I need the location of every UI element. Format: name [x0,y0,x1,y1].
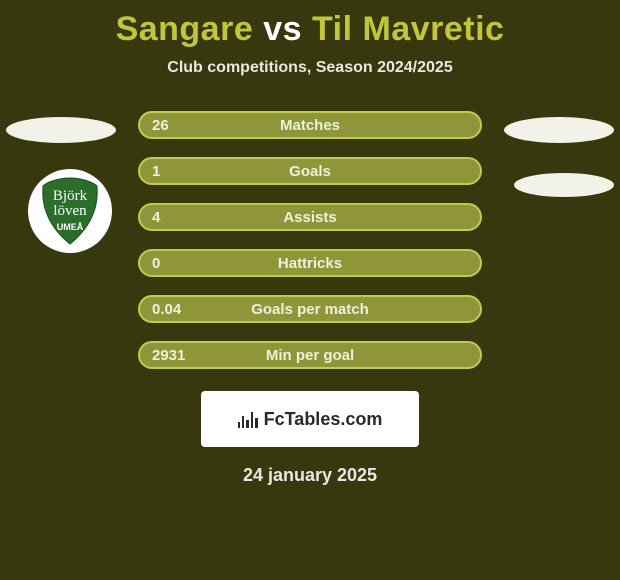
stat-value: 2931 [152,347,185,364]
player2-placeholder-oval-1 [504,117,614,143]
stat-value: 0 [152,255,160,272]
badge-text-bot: UMEÅ [57,222,84,232]
stat-value: 1 [152,163,160,180]
stat-label: Min per goal [140,347,480,364]
brand-badge: FcTables.com [201,391,419,447]
stat-label: Assists [140,209,480,226]
player2-placeholder-oval-2 [514,173,614,197]
stat-value: 0.04 [152,301,181,318]
badge-text-top: Björk [53,188,88,204]
brand-text: FcTables.com [264,409,383,430]
player2-name: Til Mavretic [312,10,504,48]
brand-bars-icon [238,410,258,428]
title-row: Sangare vs Til Mavretic [0,0,620,49]
stat-label: Hattricks [140,255,480,272]
stat-label: Matches [140,117,480,134]
stat-row-matches: 26 Matches [138,111,482,139]
stat-row-goals: 1 Goals [138,157,482,185]
subtitle: Club competitions, Season 2024/2025 [0,59,620,77]
club-badge: Björk löven UMEÅ [28,169,112,253]
stat-row-min-per-goal: 2931 Min per goal [138,341,482,369]
player1-placeholder-oval [6,117,116,143]
stat-row-assists: 4 Assists [138,203,482,231]
stat-row-goals-per-match: 0.04 Goals per match [138,295,482,323]
stat-value: 26 [152,117,169,134]
page-title: Sangare vs Til Mavretic [0,10,620,49]
badge-text-mid: löven [53,203,87,219]
stat-row-hattricks: 0 Hattricks [138,249,482,277]
player1-name: Sangare [116,10,254,48]
date-line: 24 january 2025 [0,465,620,486]
stat-label: Goals per match [140,301,480,318]
vs-text: vs [263,10,302,48]
stat-label: Goals [140,163,480,180]
club-shield-icon: Björk löven UMEÅ [39,176,101,246]
stats-area: Björk löven UMEÅ 26 Matches 1 Goals 4 As… [0,117,620,377]
stat-rows: 26 Matches 1 Goals 4 Assists 0 Hattricks… [138,111,482,387]
stat-value: 4 [152,209,160,226]
